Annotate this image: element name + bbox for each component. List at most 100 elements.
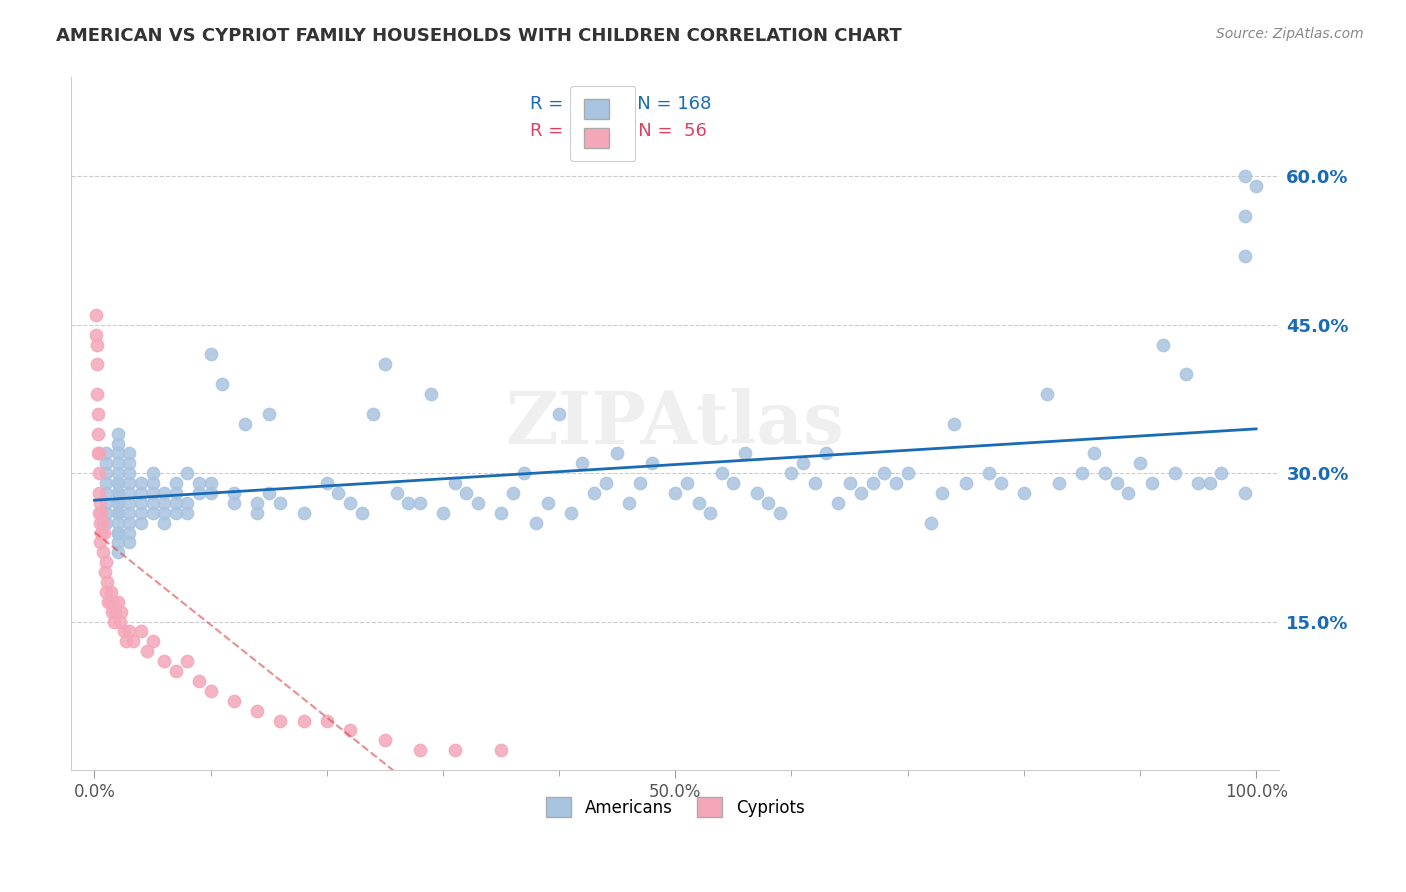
- Point: [1012, 486, 1035, 500]
- Point: [107, 525, 129, 540]
- Point: [780, 466, 803, 480]
- Point: [1233, 248, 1256, 262]
- Point: [129, 496, 152, 510]
- Point: [803, 476, 825, 491]
- Point: [548, 407, 571, 421]
- Legend: Americans, Cypriots: Americans, Cypriots: [540, 790, 811, 824]
- Point: [513, 466, 536, 480]
- Point: [1211, 466, 1233, 480]
- Point: [103, 615, 125, 629]
- Text: R = -0.136  N =  56: R = -0.136 N = 56: [530, 122, 707, 140]
- Point: [257, 486, 280, 500]
- Point: [1233, 169, 1256, 184]
- Point: [84, 327, 107, 342]
- Point: [87, 426, 110, 441]
- Point: [235, 417, 257, 431]
- Point: [582, 486, 605, 500]
- Point: [200, 476, 222, 491]
- Point: [118, 624, 141, 639]
- Point: [200, 683, 222, 698]
- Point: [502, 486, 524, 500]
- Point: [107, 496, 129, 510]
- Point: [456, 486, 478, 500]
- Point: [165, 664, 187, 678]
- Point: [1129, 456, 1152, 470]
- Point: [769, 506, 792, 520]
- Point: [292, 714, 315, 728]
- Point: [89, 535, 111, 549]
- Point: [89, 496, 111, 510]
- Text: ZIPAtlas: ZIPAtlas: [506, 388, 845, 459]
- Point: [1244, 179, 1267, 194]
- Point: [176, 506, 198, 520]
- Point: [188, 486, 211, 500]
- Point: [1105, 476, 1128, 491]
- Point: [153, 516, 176, 530]
- Point: [641, 456, 664, 470]
- Point: [96, 574, 118, 589]
- Point: [118, 535, 141, 549]
- Point: [107, 516, 129, 530]
- Point: [246, 496, 269, 510]
- Point: [129, 516, 152, 530]
- Point: [723, 476, 745, 491]
- Point: [849, 486, 872, 500]
- Point: [176, 496, 198, 510]
- Point: [129, 486, 152, 500]
- Point: [396, 496, 419, 510]
- Point: [107, 525, 129, 540]
- Point: [897, 466, 920, 480]
- Point: [176, 466, 198, 480]
- Point: [409, 743, 432, 757]
- Point: [420, 387, 443, 401]
- Point: [118, 456, 141, 470]
- Point: [142, 496, 165, 510]
- Point: [884, 476, 907, 491]
- Text: AMERICAN VS CYPRIOT FAMILY HOUSEHOLDS WITH CHILDREN CORRELATION CHART: AMERICAN VS CYPRIOT FAMILY HOUSEHOLDS WI…: [56, 27, 903, 45]
- Point: [118, 496, 141, 510]
- Point: [121, 634, 143, 648]
- Point: [1083, 446, 1105, 460]
- Point: [142, 486, 165, 500]
- Point: [745, 486, 768, 500]
- Point: [107, 426, 129, 441]
- Point: [142, 634, 165, 648]
- Point: [350, 506, 373, 520]
- Point: [1118, 486, 1140, 500]
- Point: [107, 466, 129, 480]
- Point: [1233, 486, 1256, 500]
- Point: [734, 446, 756, 460]
- Point: [129, 476, 152, 491]
- Point: [489, 743, 512, 757]
- Point: [222, 496, 245, 510]
- Point: [86, 357, 108, 371]
- Point: [222, 694, 245, 708]
- Point: [710, 466, 733, 480]
- Point: [165, 496, 187, 510]
- Point: [1070, 466, 1092, 480]
- Point: [920, 516, 942, 530]
- Point: [107, 446, 129, 460]
- Point: [315, 714, 337, 728]
- Point: [93, 525, 115, 540]
- Point: [815, 446, 838, 460]
- Point: [107, 595, 129, 609]
- Point: [617, 496, 640, 510]
- Point: [200, 486, 222, 500]
- Point: [118, 506, 141, 520]
- Point: [118, 486, 141, 500]
- Point: [107, 486, 129, 500]
- Point: [688, 496, 710, 510]
- Point: [107, 476, 129, 491]
- Point: [87, 407, 110, 421]
- Point: [112, 624, 135, 639]
- Point: [838, 476, 860, 491]
- Point: [94, 565, 117, 579]
- Point: [135, 644, 157, 658]
- Point: [374, 733, 396, 747]
- Point: [409, 496, 432, 510]
- Point: [676, 476, 699, 491]
- Point: [315, 476, 337, 491]
- Point: [269, 714, 291, 728]
- Point: [153, 506, 176, 520]
